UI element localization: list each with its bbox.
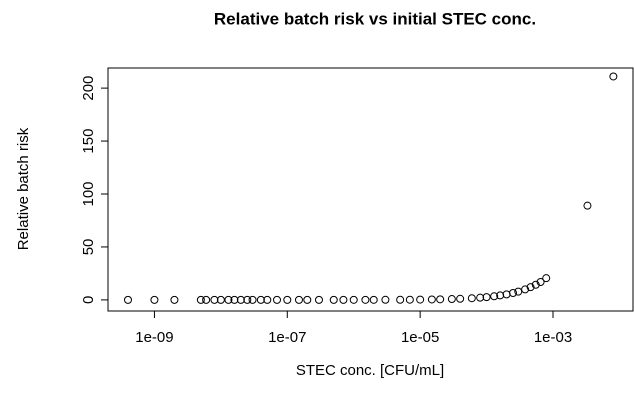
point (369, 295, 378, 304)
point (361, 295, 370, 304)
point (405, 295, 414, 304)
point (216, 295, 225, 304)
y-tick-label: 200 (80, 76, 97, 101)
point (416, 295, 425, 304)
point (314, 295, 323, 304)
point (224, 295, 233, 304)
point (447, 295, 456, 304)
x-tick-label: 1e-05 (401, 329, 439, 346)
point (339, 295, 348, 304)
x-tick-label: 1e-07 (268, 329, 306, 346)
point (531, 280, 540, 289)
point (509, 289, 518, 297)
point (230, 295, 239, 304)
point (609, 72, 618, 81)
point (202, 295, 211, 304)
point (436, 295, 445, 304)
point (490, 292, 499, 301)
point (583, 201, 592, 210)
point (427, 295, 436, 304)
point (476, 293, 485, 302)
point (381, 295, 390, 304)
point (482, 293, 491, 302)
point (536, 277, 545, 286)
y-axis-label: Relative batch risk (15, 127, 32, 250)
y-tick-label: 150 (80, 129, 97, 154)
point (248, 295, 257, 304)
point (150, 295, 159, 304)
point (502, 290, 511, 299)
point (329, 295, 338, 304)
point (467, 294, 476, 303)
point (243, 295, 252, 304)
point (456, 294, 465, 303)
point (123, 295, 132, 304)
point (303, 295, 312, 304)
y-tick-label: 0 (80, 296, 97, 304)
chart-title: Relative batch risk vs initial STEC conc… (214, 9, 536, 28)
point (263, 295, 272, 304)
x-tick-label: 1e-09 (135, 329, 173, 346)
plot-box (107, 67, 634, 312)
point (236, 295, 245, 304)
point (526, 283, 535, 292)
point (349, 295, 358, 304)
x-axis-label: STEC conc. [CFU/mL] (296, 362, 444, 379)
point (294, 295, 303, 304)
y-tick-label: 100 (80, 181, 97, 206)
point (521, 285, 530, 294)
point (542, 274, 551, 283)
y-tick-label: 50 (80, 239, 97, 256)
point (396, 295, 405, 304)
point (210, 295, 219, 304)
point (273, 295, 282, 304)
x-tick-label: 1e-03 (534, 329, 572, 346)
point (196, 295, 205, 304)
point (170, 295, 179, 304)
point (283, 295, 292, 304)
point (256, 295, 265, 304)
